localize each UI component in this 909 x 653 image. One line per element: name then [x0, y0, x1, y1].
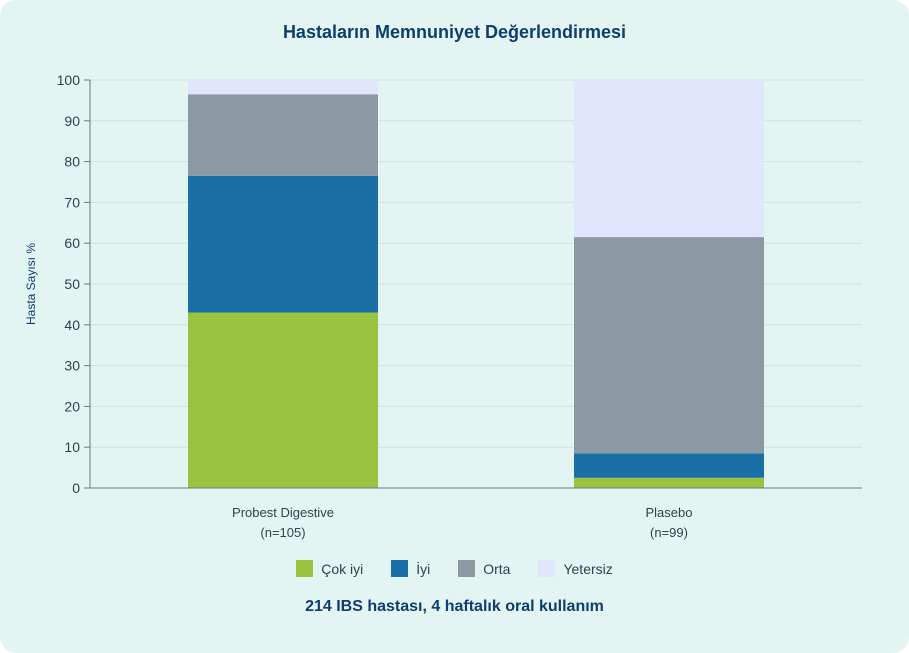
legend-swatch [296, 560, 314, 577]
bar-probest-segment-3 [188, 80, 378, 95]
y-tick-label: 50 [64, 276, 80, 292]
bar-plasebo-segment-3 [574, 80, 764, 238]
chart-legend: Çok iyi İyi Orta Yetersiz [0, 560, 909, 577]
legend-swatch [391, 560, 409, 577]
y-tick-label: 60 [64, 235, 80, 251]
y-tick-label: 80 [64, 154, 80, 170]
legend-label: Yetersiz [563, 560, 613, 577]
legend-swatch [538, 560, 556, 577]
y-axis-label: Hasta Sayısı % [24, 243, 38, 325]
x-category-count: (n=105) [260, 525, 305, 540]
x-category-label: Probest Digestive [232, 505, 334, 520]
y-tick-label: 20 [64, 398, 80, 414]
bar-probest-segment-0 [188, 312, 378, 488]
x-category-label: Plasebo [646, 505, 693, 520]
bar-plasebo-segment-0 [574, 477, 764, 488]
legend-swatch [458, 560, 476, 577]
legend-label: Orta [483, 560, 511, 577]
legend-item: Orta [458, 560, 510, 577]
y-tick-label: 10 [64, 439, 80, 455]
legend-label: İyi [416, 560, 431, 577]
y-tick-label: 100 [57, 72, 81, 88]
legend-item: Yetersiz [538, 560, 613, 577]
y-tick-label: 0 [72, 480, 80, 496]
legend-item: Çok iyi [296, 560, 363, 577]
chart-subtitle: 214 IBS hastası, 4 haftalık oral kullanı… [305, 598, 604, 615]
y-tick-label: 40 [64, 317, 80, 333]
bar-probest-segment-1 [188, 175, 378, 313]
chart-title: Hastaların Memnuniyet Değerlendirmesi [282, 22, 627, 42]
y-tick-label: 30 [64, 358, 80, 374]
legend-item: İyi [391, 560, 430, 577]
bar-probest-segment-2 [188, 94, 378, 176]
y-tick-label: 70 [64, 194, 80, 210]
y-tick-label: 90 [64, 113, 80, 129]
bar-plasebo-segment-2 [574, 237, 764, 454]
bar-plasebo-segment-1 [574, 453, 764, 478]
legend-label: Çok iyi [321, 560, 364, 577]
x-category-count: (n=99) [650, 525, 688, 540]
